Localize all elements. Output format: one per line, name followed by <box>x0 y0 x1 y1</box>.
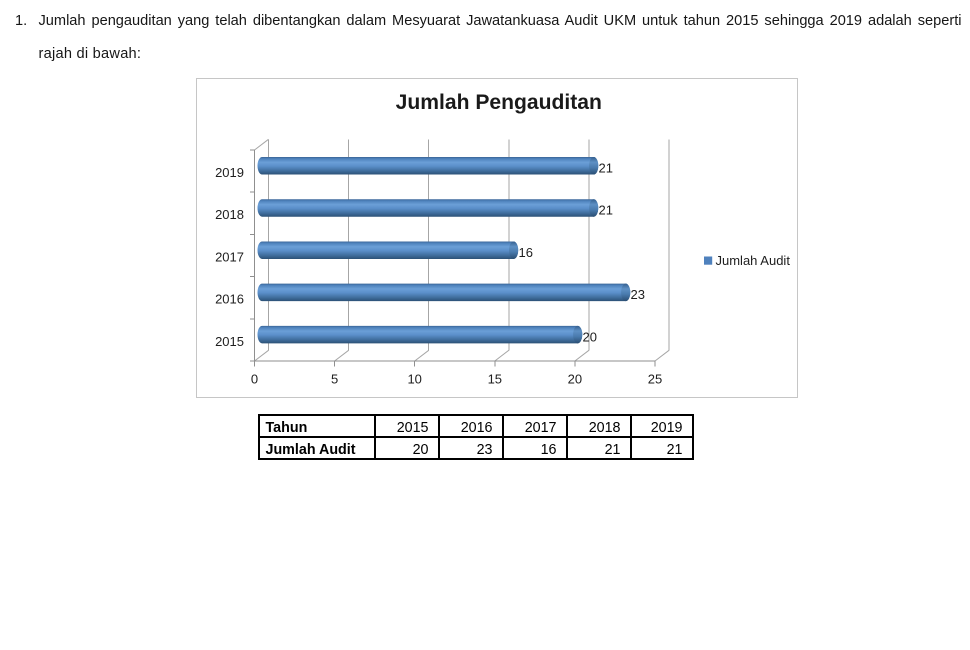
svg-text:20: 20 <box>583 329 597 344</box>
svg-text:0: 0 <box>251 372 258 387</box>
svg-text:2018: 2018 <box>215 207 244 222</box>
svg-text:23: 23 <box>631 287 645 302</box>
svg-text:Jumlah Pengauditan: Jumlah Pengauditan <box>396 91 602 114</box>
svg-text:2017: 2017 <box>215 249 244 264</box>
svg-text:10: 10 <box>407 372 421 387</box>
svg-text:5: 5 <box>331 372 338 387</box>
svg-text:2016: 2016 <box>215 292 244 307</box>
svg-text:21: 21 <box>599 161 613 176</box>
svg-text:Jumlah Audit: Jumlah Audit <box>716 253 791 268</box>
svg-text:15: 15 <box>488 372 502 387</box>
svg-text:25: 25 <box>648 372 662 387</box>
svg-text:16: 16 <box>519 245 533 260</box>
svg-text:2019: 2019 <box>215 165 244 180</box>
svg-text:20: 20 <box>568 372 582 387</box>
svg-text:21: 21 <box>599 203 613 218</box>
svg-text:2015: 2015 <box>215 334 244 349</box>
